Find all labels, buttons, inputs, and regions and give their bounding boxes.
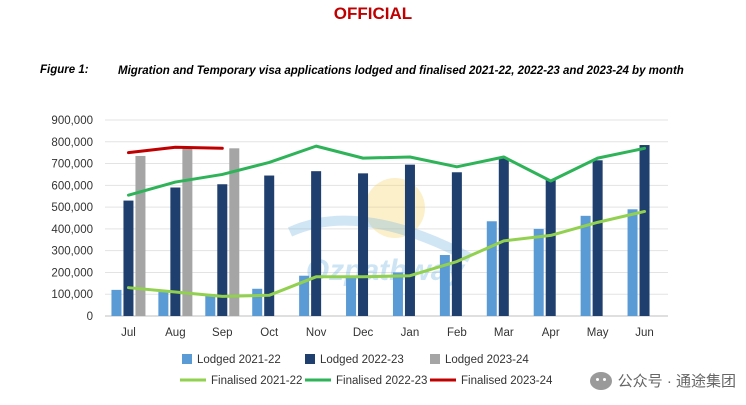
x-tick-label: May [587,327,609,339]
y-tick-label: 300,000 [51,246,93,258]
y-tick-label: 500,000 [51,202,93,214]
y-tick-label: 400,000 [51,224,93,236]
legend-label: Finalised 2022-23 [336,375,427,387]
x-tick-label: Jun [635,327,654,339]
bar-lodged-2021-22 [346,276,357,316]
bars [111,145,650,316]
bar-lodged-2022-23 [639,145,650,316]
bar-lodged-2021-22 [392,272,403,316]
x-tick-label: Dec [353,327,374,339]
bar-lodged-2022-23 [545,179,556,316]
watermark-swoosh [287,215,473,263]
x-tick-label: Aug [165,327,185,339]
bar-lodged-2023-24 [182,147,193,316]
bar-lodged-2021-22 [580,215,591,316]
bar-lodged-2023-24 [229,148,240,316]
x-tick-label: Mar [494,327,514,339]
line-finalised-2023-24 [126,145,224,155]
legend-label: Lodged 2021-22 [197,354,281,366]
x-tick-label: Apr [542,327,560,339]
bar-lodged-2022-23 [592,160,603,316]
y-tick-label: 600,000 [51,180,93,192]
line-finalised-2022-23 [126,144,647,197]
line-finalised-2021-22 [126,209,647,298]
y-tick-label: 0 [87,311,93,323]
legend-swatch [182,354,192,364]
x-tick-label: Oct [260,327,279,339]
figure-label: Figure 1: [40,64,89,76]
bar-lodged-2022-23 [123,200,134,316]
classification-label: OFFICIAL [333,4,413,23]
legend-label: Lodged 2022-23 [320,354,404,366]
brand-badge: 公众号 · 通途集团 [589,370,736,391]
x-tick-label: Feb [447,327,467,339]
bar-lodged-2022-23 [264,175,275,316]
bar-lodged-2022-23 [170,187,181,316]
y-axis-ticks: 0 100,000 200,000 300,000 400,000 500,000 600,… [51,115,93,323]
bar-lodged-2021-22 [439,255,450,316]
bar-lodged-2022-23 [311,171,322,316]
legend-label: Lodged 2023-24 [445,354,529,366]
figure-title: Migration and Temporary visa application… [118,65,684,77]
bar-lodged-2021-22 [111,289,122,316]
bar-lodged-2022-23 [217,184,228,316]
x-tick-label: Jul [121,327,136,339]
bar-lodged-2022-23 [404,164,415,316]
bar-lodged-2021-22 [486,221,497,316]
bar-lodged-2021-22 [158,292,169,316]
bar-lodged-2021-22 [299,275,310,316]
legend-swatch [430,354,440,364]
wechat-icon [589,371,612,390]
brand-text: 公众号 · 通途集团 [617,373,736,390]
x-tick-label: Sep [212,327,232,339]
series-lines [126,144,647,298]
bar-lodged-2022-23 [451,172,462,316]
y-tick-label: 800,000 [51,137,93,149]
bar-lodged-2021-22 [252,288,263,316]
legend-label: Finalised 2023-24 [461,375,553,387]
y-tick-label: 100,000 [51,289,93,301]
watermark-text: Ozpathway [306,254,466,287]
x-tick-label: Jan [401,327,420,339]
legend-swatch [305,354,315,364]
bar-lodged-2021-22 [627,209,638,316]
x-tick-label: Nov [306,327,327,339]
bar-lodged-2022-23 [358,173,369,316]
bar-lodged-2021-22 [533,228,544,316]
y-tick-label: 200,000 [51,267,93,279]
legend-label: Finalised 2021-22 [211,375,302,387]
bar-lodged-2021-22 [205,294,216,316]
bar-lodged-2022-23 [498,158,509,316]
x-axis-ticks: Jul Aug Sep Oct Nov Dec Jan Feb Mar Apr May Jun [121,327,654,339]
bar-lodged-2023-24 [135,155,146,316]
y-tick-label: 700,000 [51,159,93,171]
y-tick-label: 900,000 [51,115,93,127]
legend: Lodged 2021-22 Lodged 2022-23 Lodged 2023-… [180,354,553,387]
